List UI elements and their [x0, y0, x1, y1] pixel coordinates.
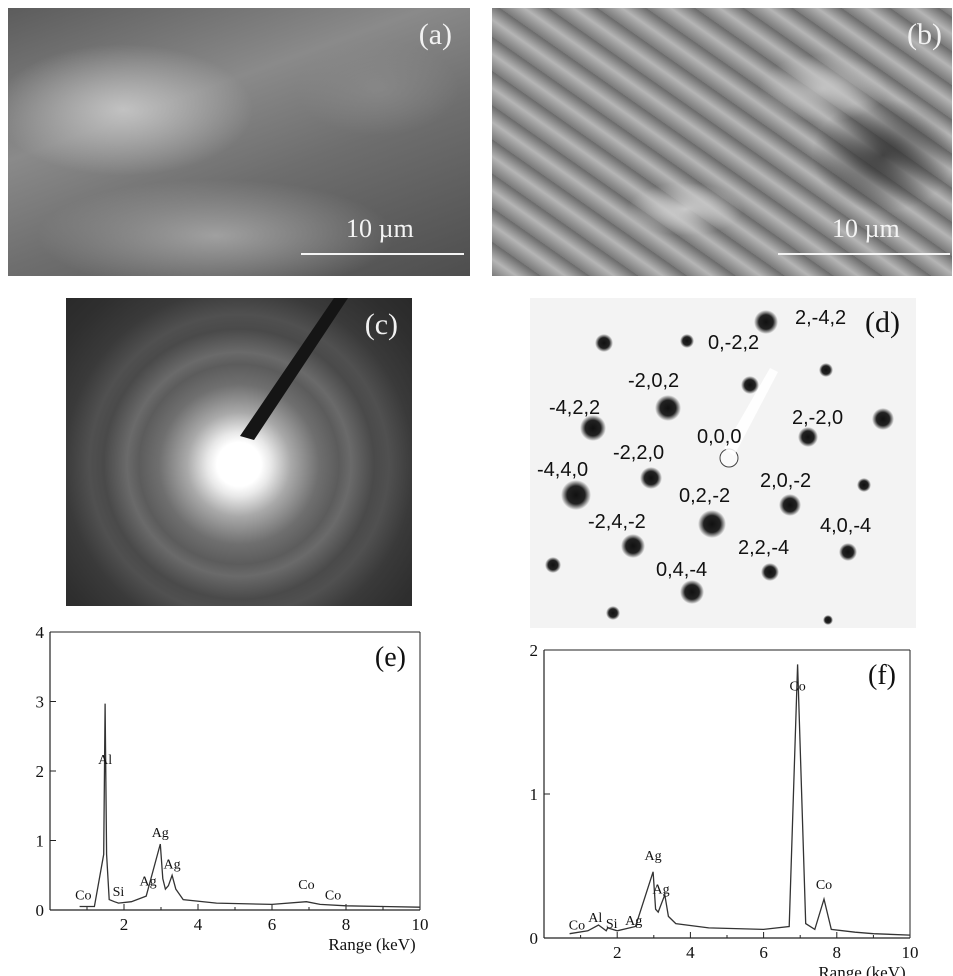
y-tick-label: 1: [530, 785, 539, 804]
sem-image-a: (a) 10 µm: [8, 8, 470, 276]
peak-label: Ag: [653, 882, 670, 897]
x-tick-label: 4: [194, 915, 203, 934]
beam-stop: [240, 298, 348, 440]
index-label: 2,-2,0: [792, 407, 844, 429]
diffraction-pattern-d: (d) 2,-4,2 0,-2,2 -2,0,2 -4,2,2 2,-2,0 0…: [530, 298, 916, 628]
y-tick-label: 0: [530, 929, 539, 948]
spectrum-line: [569, 664, 911, 936]
x-axis-title: Range (keV): [818, 963, 905, 976]
x-tick-label: 6: [268, 915, 277, 934]
peak-label: Ag: [139, 875, 156, 890]
peak-label: Al: [588, 911, 602, 926]
eds-spectrum-e: 2 4 6 8 10 0 1 2 3 4 Al Ag Ag Ag Si Co Co Co (e) Range (keV…: [36, 623, 429, 954]
index-label: 0,4,-4: [656, 559, 708, 581]
x-tick-label: 10: [902, 943, 919, 962]
y-tick-label: 2: [36, 762, 45, 781]
panel-label-c: (c): [364, 308, 398, 341]
diffraction-spots: [545, 310, 894, 625]
index-label: 0,2,-2: [679, 485, 731, 507]
eds-spectrum-f: 2 4 6 8 10 0 1 2 Co Co Ag Ag Ag Al Si Co (f) Range (keV): [530, 641, 919, 976]
peak-label: Si: [113, 885, 125, 900]
panel-label: (e): [375, 642, 406, 673]
x-axis-title: Range (keV): [328, 935, 415, 954]
x-tick-label: 2: [613, 943, 622, 962]
y-tick-label: 0: [36, 901, 45, 920]
index-label: -2,4,-2: [588, 511, 646, 533]
index-label: 0,0,0: [697, 426, 742, 448]
peak-label: Co: [298, 878, 314, 893]
index-label: -2,0,2: [628, 370, 680, 392]
panel-label-b: (b): [907, 18, 942, 51]
peak-label: Co: [816, 878, 832, 893]
peak-label: Co: [325, 889, 341, 904]
y-tick-label: 4: [36, 623, 45, 642]
peak-label: Ag: [164, 857, 181, 872]
x-tick-label: 6: [759, 943, 768, 962]
index-label: -2,2,0: [613, 442, 665, 464]
peak-label: Ag: [645, 849, 662, 864]
x-tick-label: 10: [412, 915, 429, 934]
peak-label: Ag: [625, 914, 642, 929]
index-label: -4,4,0: [537, 459, 589, 481]
x-tick-label: 2: [120, 915, 129, 934]
scale-bar-a: [301, 253, 464, 255]
index-label: 4,0,-4: [820, 515, 872, 537]
index-label: 2,-4,2: [795, 307, 847, 329]
panel-label: (f): [868, 660, 896, 691]
scale-bar-b: [778, 253, 950, 255]
x-tick-label: 8: [342, 915, 351, 934]
index-label: 2,0,-2: [760, 470, 812, 492]
peak-label: Co: [569, 918, 585, 933]
index-label: 2,2,-4: [738, 537, 790, 559]
peak-label: Al: [98, 753, 112, 768]
peak-label: Ag: [152, 826, 169, 841]
scale-text-b: 10 µm: [832, 214, 900, 243]
y-tick-label: 1: [36, 832, 45, 851]
panel-label-d: (d): [865, 306, 900, 339]
diffraction-rings-c: (c): [66, 298, 412, 606]
x-tick-label: 4: [686, 943, 695, 962]
y-tick-label: 2: [530, 641, 539, 660]
peak-label: Co: [789, 679, 805, 694]
scale-text-a: 10 µm: [346, 214, 414, 243]
sem-image-b: (b) 10 µm: [492, 8, 952, 276]
peak-label: Co: [75, 889, 91, 904]
x-tick-label: 8: [833, 943, 842, 962]
index-label: -4,2,2: [549, 397, 601, 419]
spectrum-line: [79, 703, 421, 908]
index-label: 0,-2,2: [708, 332, 760, 354]
panel-label-a: (a): [418, 18, 452, 51]
peak-label: Si: [606, 917, 618, 932]
y-tick-label: 3: [36, 693, 45, 712]
